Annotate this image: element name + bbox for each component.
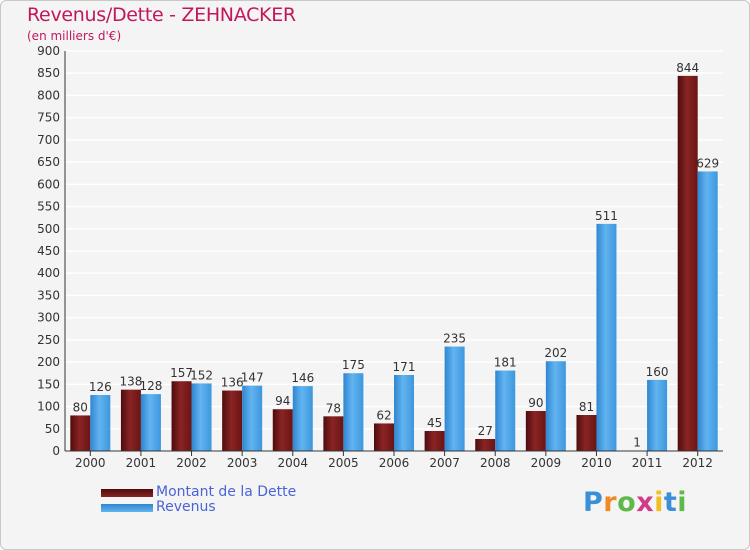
data-label-dette: 62 — [376, 408, 391, 422]
bar-revenus — [242, 385, 263, 451]
logo-letter: t — [663, 487, 678, 518]
bar-dette — [424, 431, 445, 451]
bar-dette — [70, 415, 91, 451]
logo-letter: o — [617, 487, 637, 518]
data-label-dette: 27 — [478, 424, 493, 438]
data-label-revenus: 160 — [646, 365, 669, 379]
y-tick-label: 650 — [37, 155, 60, 169]
y-tick-label: 900 — [37, 44, 60, 58]
legend-swatch-debt — [101, 489, 153, 497]
y-tick-label: 150 — [37, 377, 60, 391]
x-tick-label: 2008 — [480, 456, 511, 470]
bar-dette — [222, 390, 243, 451]
bar-dette — [475, 439, 496, 451]
logo-letter: r — [603, 487, 618, 518]
chart-title: Revenus/Dette - ZEHNACKER — [27, 4, 296, 26]
logo-letter: x — [636, 487, 655, 518]
y-tick-label: 600 — [37, 177, 60, 191]
bar-revenus — [343, 373, 364, 451]
bar-revenus — [394, 375, 414, 451]
data-label-dette: 157 — [170, 366, 193, 380]
bar-revenus — [495, 370, 516, 451]
data-label-revenus: 235 — [443, 332, 466, 346]
data-label-revenus: 175 — [342, 358, 365, 372]
x-tick-label: 2010 — [581, 456, 612, 470]
y-tick-label: 500 — [37, 222, 60, 236]
y-tick-label: 550 — [37, 200, 60, 214]
data-label-dette: 90 — [528, 396, 543, 410]
data-label-dette: 1 — [633, 436, 641, 450]
data-label-dette: 45 — [427, 416, 442, 430]
data-label-revenus: 126 — [89, 380, 112, 394]
data-label-revenus: 181 — [494, 356, 517, 370]
x-tick-label: 2007 — [429, 456, 460, 470]
data-label-revenus: 629 — [696, 156, 719, 170]
bar-dette — [171, 381, 192, 451]
bar-revenus — [697, 171, 718, 451]
data-label-revenus: 171 — [393, 360, 416, 374]
data-label-dette: 138 — [119, 375, 142, 389]
data-label-dette: 844 — [676, 61, 699, 75]
bar-dette — [323, 416, 344, 451]
x-tick-label: 2003 — [227, 456, 258, 470]
x-tick-label: 2001 — [126, 456, 157, 470]
data-label-revenus: 511 — [595, 209, 618, 223]
logo-letter: i — [654, 487, 664, 518]
x-tick-label: 2002 — [176, 456, 207, 470]
proxiti-logo: Proxiti — [583, 487, 687, 518]
data-label-revenus: 202 — [544, 346, 567, 360]
bar-dette — [677, 75, 698, 451]
y-tick-label: 700 — [37, 133, 60, 147]
data-label-revenus: 128 — [139, 379, 162, 393]
y-tick-label: 350 — [37, 288, 60, 302]
bar-revenus — [647, 379, 668, 451]
bar-dette — [525, 411, 546, 451]
legend-label-revenus: Revenus — [156, 499, 216, 515]
bar-revenus — [444, 346, 465, 451]
y-tick-label: 200 — [37, 355, 60, 369]
x-tick-label: 2012 — [682, 456, 713, 470]
bar-revenus — [596, 223, 617, 451]
y-tick-label: 100 — [37, 400, 60, 414]
data-label-dette: 78 — [326, 401, 341, 415]
y-tick-label: 750 — [37, 111, 60, 125]
chart-subtitle: (en milliers d'€) — [27, 29, 122, 43]
y-tick-label: 300 — [37, 311, 60, 325]
data-label-revenus: 147 — [241, 371, 264, 385]
x-tick-label: 2009 — [531, 456, 562, 470]
bar-revenus — [191, 383, 212, 451]
x-tick-label: 2000 — [75, 456, 106, 470]
bar-revenus — [292, 386, 313, 451]
data-label-dette: 80 — [73, 400, 88, 414]
y-tick-label: 450 — [37, 244, 60, 258]
bar-dette — [374, 423, 394, 451]
bar-revenus — [90, 395, 111, 451]
legend-label-debt: Montant de la Dette — [156, 484, 297, 500]
y-tick-label: 0 — [52, 444, 60, 458]
bar-revenus — [140, 394, 161, 451]
data-label-dette: 94 — [275, 394, 290, 408]
x-tick-label: 2005 — [328, 456, 359, 470]
bar-dette — [272, 409, 293, 451]
bar-dette — [576, 415, 597, 451]
bar-dette — [120, 389, 141, 451]
y-tick-label: 850 — [37, 66, 60, 80]
y-tick-label: 800 — [37, 88, 60, 102]
data-label-dette: 136 — [221, 376, 244, 390]
bar-revenus — [545, 361, 566, 451]
data-label-dette: 81 — [579, 400, 594, 414]
y-tick-label: 50 — [45, 422, 60, 436]
logo-letter: i — [677, 487, 688, 518]
logo-letter: P — [583, 487, 604, 518]
x-tick-label: 2004 — [277, 456, 308, 470]
y-tick-label: 250 — [37, 333, 60, 347]
x-tick-label: 2011 — [632, 456, 663, 470]
y-tick-label: 400 — [37, 266, 60, 280]
x-tick-label: 2006 — [379, 456, 410, 470]
data-label-revenus: 146 — [291, 371, 314, 385]
data-label-revenus: 152 — [190, 368, 213, 382]
legend-swatch-revenus — [101, 504, 153, 512]
